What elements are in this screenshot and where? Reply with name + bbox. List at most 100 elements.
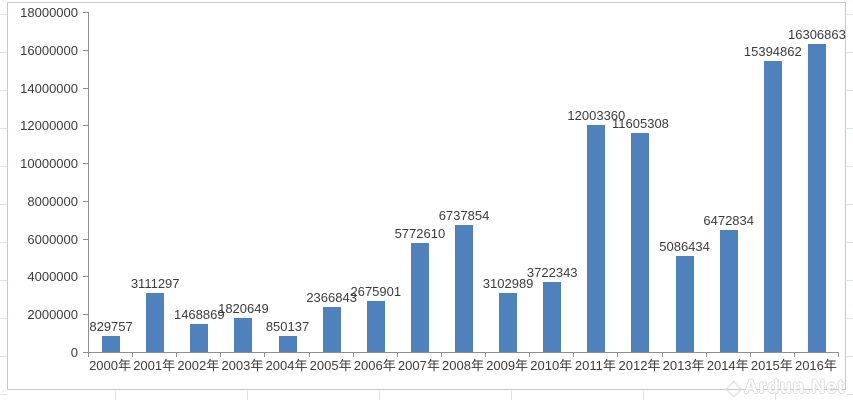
data-label-2000年: 829757 xyxy=(89,319,133,335)
x-tick-label-2005年: 2005年 xyxy=(309,358,352,373)
bar-2010年[interactable] xyxy=(543,281,562,352)
x-tick-mark xyxy=(440,352,442,357)
data-label-2012年: 11605308 xyxy=(612,115,669,131)
x-tick-mark xyxy=(485,352,487,357)
y-tick-mark xyxy=(83,276,88,278)
bar-2011年[interactable] xyxy=(587,125,606,352)
bar-2013年[interactable] xyxy=(675,255,694,352)
data-label-2010年: 3722343 xyxy=(526,264,578,280)
data-label-2006年: 2675901 xyxy=(350,284,402,300)
bar-2000年[interactable] xyxy=(102,336,121,352)
x-tick-label-2008年: 2008年 xyxy=(442,358,484,373)
y-tick-mark xyxy=(83,12,88,13)
data-label-2011年: 12003360 xyxy=(567,108,626,124)
bar-2002年[interactable] xyxy=(190,324,209,352)
y-tick-label-18000000: 18000000 xyxy=(20,5,78,20)
x-tick-mark xyxy=(661,352,663,357)
worksheet-row-line xyxy=(847,52,853,53)
data-label-2014年: 6472834 xyxy=(703,212,755,228)
bar-2005年[interactable] xyxy=(322,307,341,352)
bar-2014年[interactable] xyxy=(719,229,738,352)
worksheet-column-line xyxy=(247,391,248,400)
x-tick-label-2012年: 2012年 xyxy=(618,358,661,373)
worksheet-row-line xyxy=(847,280,853,281)
worksheet-row-line xyxy=(0,356,7,357)
x-tick-mark xyxy=(352,352,354,357)
bar-2007年[interactable] xyxy=(410,242,429,352)
x-tick-label-2009年: 2009年 xyxy=(486,358,529,373)
bar-2008年[interactable] xyxy=(455,224,473,352)
x-tick-label-2004年: 2004年 xyxy=(265,358,308,373)
worksheet-row-line xyxy=(847,128,853,129)
x-tick-mark xyxy=(132,352,134,357)
y-tick-label-14000000: 14000000 xyxy=(20,80,78,96)
worksheet-row-line xyxy=(0,14,7,15)
x-tick-label-2000年: 2000年 xyxy=(89,358,131,373)
data-label-2003年: 1820649 xyxy=(218,300,269,316)
x-tick-mark xyxy=(88,352,89,357)
bar-2004年[interactable] xyxy=(278,335,297,352)
worksheet-row-line xyxy=(0,204,7,205)
data-label-2007年: 5772610 xyxy=(394,225,446,241)
x-tick-mark xyxy=(396,352,398,357)
worksheet-row-line xyxy=(847,166,853,167)
x-tick-label-2015年: 2015年 xyxy=(750,358,793,373)
x-tick-label-2016年: 2016年 xyxy=(794,358,837,373)
worksheet-row-line xyxy=(847,356,853,357)
worksheet-column-line xyxy=(511,391,512,400)
worksheet-column-line xyxy=(643,391,644,400)
worksheet-row-line xyxy=(847,14,853,15)
data-label-2008年: 6737854 xyxy=(438,207,490,223)
worksheet-row-line xyxy=(0,166,7,167)
worksheet-row-line xyxy=(0,128,7,129)
data-label-2001年: 3111297 xyxy=(130,276,180,292)
x-tick-mark xyxy=(705,352,707,357)
y-tick-mark xyxy=(83,314,88,316)
x-tick-mark xyxy=(749,352,751,357)
y-tick-label-16000000: 16000000 xyxy=(20,42,78,58)
bar-2003年[interactable] xyxy=(234,317,253,352)
x-tick-label-2011年: 2011年 xyxy=(574,358,616,373)
bar-2012年[interactable] xyxy=(631,132,650,352)
x-tick-label-2013年: 2013年 xyxy=(662,358,705,373)
y-tick-label-12000000: 12000000 xyxy=(20,118,78,134)
data-label-2002年: 1468869 xyxy=(173,307,225,323)
worksheet-row-line xyxy=(0,52,7,53)
x-tick-label-2006年: 2006年 xyxy=(353,358,396,373)
data-label-2013年: 5086434 xyxy=(659,238,710,254)
data-label-2004年: 850137 xyxy=(265,318,310,334)
x-tick-label-2001年: 2001年 xyxy=(133,358,176,373)
x-tick-mark xyxy=(529,352,531,357)
bar-2015年[interactable] xyxy=(763,61,782,352)
worksheet-row-line xyxy=(0,242,7,243)
data-label-2009年: 3102989 xyxy=(482,276,534,292)
bar-2016年[interactable] xyxy=(807,43,826,352)
x-tick-mark xyxy=(793,352,795,357)
y-tick-label-0: 0 xyxy=(70,345,78,360)
y-tick-label-6000000: 6000000 xyxy=(27,231,78,247)
worksheet-row-line xyxy=(847,90,853,91)
worksheet-row-line xyxy=(0,90,7,91)
y-tick-mark xyxy=(83,163,88,165)
y-tick-mark xyxy=(83,352,88,353)
bar-2009年[interactable] xyxy=(499,293,518,352)
x-tick-mark xyxy=(308,352,310,357)
bar-2006年[interactable] xyxy=(366,301,385,352)
worksheet-column-line xyxy=(775,391,776,400)
x-tick-mark xyxy=(617,352,619,357)
data-label-2005年: 2366843 xyxy=(306,290,357,306)
worksheet-column-line xyxy=(379,391,380,400)
x-tick-label-2010年: 2010年 xyxy=(530,358,573,373)
y-tick-label-2000000: 2000000 xyxy=(27,307,78,323)
y-tick-label-10000000: 10000000 xyxy=(20,156,78,172)
worksheet-row-line xyxy=(0,318,7,319)
x-tick-mark xyxy=(838,352,839,357)
y-tick-mark xyxy=(83,200,88,202)
bar-2001年[interactable] xyxy=(146,293,165,352)
x-tick-label-2002年: 2002年 xyxy=(177,358,220,373)
y-tick-mark xyxy=(83,87,88,89)
worksheet-column-line xyxy=(115,391,116,400)
plot-area[interactable]: 829757 3111297 1468869 1820649 850137 2366843… xyxy=(88,12,846,353)
worksheet-row-line xyxy=(847,318,853,319)
